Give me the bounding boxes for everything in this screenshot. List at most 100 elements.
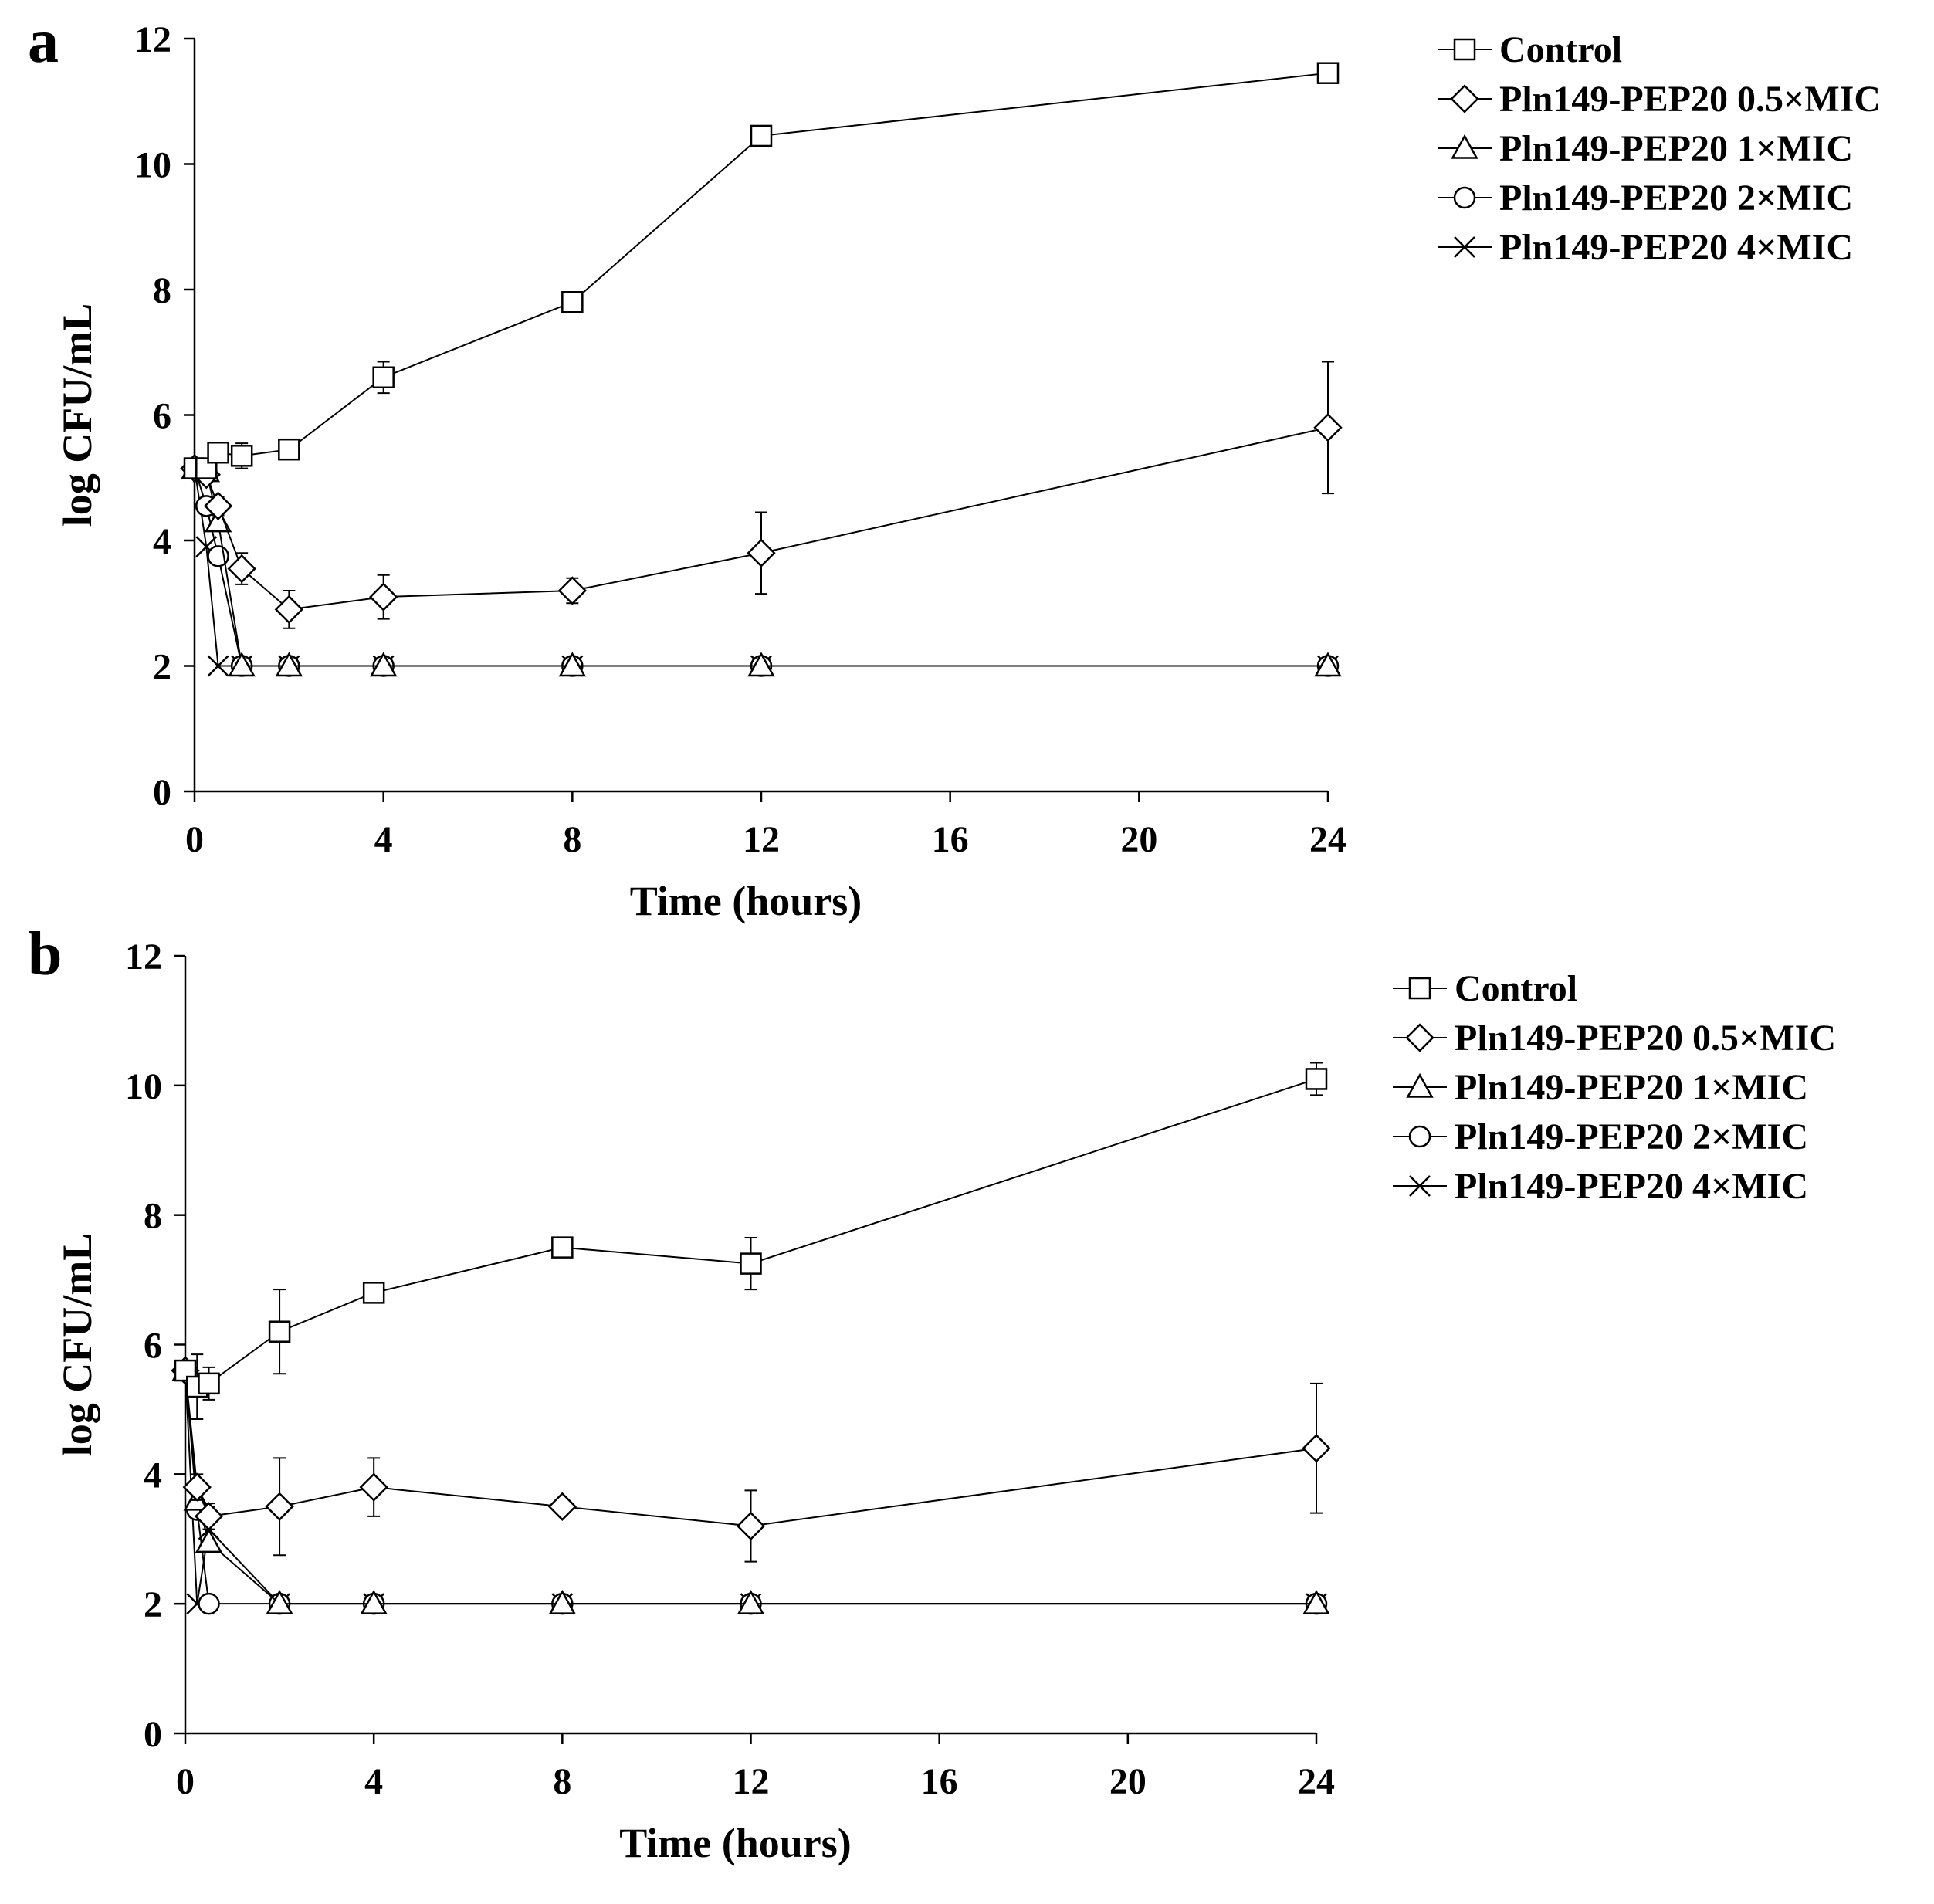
legend-item: Pln149-PEP20 2×MIC bbox=[1438, 178, 1853, 219]
x-tick-label: 12 bbox=[733, 1761, 770, 1802]
x-tick-label: 4 bbox=[364, 1761, 383, 1802]
data-point bbox=[1316, 62, 1340, 84]
x-tick-label: 20 bbox=[1109, 1761, 1147, 1802]
legend-item: Pln149-PEP20 4×MIC bbox=[1393, 1166, 1808, 1207]
y-tick-label: 6 bbox=[153, 396, 171, 437]
x-tick-label: 4 bbox=[374, 819, 393, 860]
x-tick-label: 0 bbox=[185, 819, 204, 860]
y-tick-label: 0 bbox=[153, 772, 171, 813]
data-point bbox=[362, 1282, 385, 1304]
data-point bbox=[1302, 1589, 1330, 1614]
y-tick-label: 12 bbox=[134, 19, 171, 60]
legend-marker bbox=[1453, 38, 1476, 61]
data-point bbox=[195, 457, 218, 479]
panel-label: b bbox=[28, 920, 63, 988]
legend-label: Pln149-PEP20 0.5×MIC bbox=[1499, 79, 1881, 120]
series-diamond bbox=[180, 361, 1343, 629]
data-point bbox=[275, 652, 303, 677]
panel-label: a bbox=[28, 8, 59, 76]
series-line bbox=[185, 1370, 1316, 1605]
data-point bbox=[747, 538, 776, 567]
y-axis-title: log CFU/mL bbox=[54, 303, 100, 527]
data-point bbox=[736, 1511, 766, 1541]
series-square bbox=[174, 1062, 1328, 1420]
data-point bbox=[266, 1589, 293, 1614]
x-tick-label: 0 bbox=[176, 1761, 195, 1802]
data-point bbox=[268, 1320, 291, 1343]
y-tick-label: 4 bbox=[153, 521, 171, 562]
data-point bbox=[747, 652, 775, 677]
data-point bbox=[368, 582, 398, 612]
data-point bbox=[182, 1472, 212, 1502]
y-axis-title: log CFU/mL bbox=[54, 1233, 100, 1457]
legend-marker bbox=[1454, 236, 1475, 258]
data-point bbox=[737, 1589, 765, 1614]
legend-item: Pln149-PEP20 0.5×MIC bbox=[1438, 79, 1881, 120]
legend-item: Pln149-PEP20 2×MIC bbox=[1393, 1116, 1808, 1157]
legend: Control Pln149-PEP20 0.5×MIC Pln149-PEP20 … bbox=[1438, 29, 1881, 268]
data-point bbox=[360, 1589, 388, 1614]
y-tick-label: 10 bbox=[125, 1066, 162, 1107]
data-point bbox=[750, 124, 773, 147]
data-point bbox=[207, 655, 229, 677]
data-point bbox=[548, 1589, 577, 1614]
data-point bbox=[1314, 652, 1342, 677]
data-point bbox=[1313, 413, 1343, 442]
legend-marker bbox=[1450, 84, 1479, 113]
data-point bbox=[372, 366, 395, 388]
x-tick-label: 12 bbox=[743, 819, 780, 860]
series-line bbox=[185, 1078, 1317, 1388]
x-tick-label: 16 bbox=[921, 1761, 958, 1802]
legend-marker bbox=[1408, 1125, 1431, 1148]
y-tick-label: 8 bbox=[153, 270, 171, 311]
data-point bbox=[547, 1492, 577, 1521]
x-axis-title: Time (hours) bbox=[630, 878, 862, 924]
y-tick-label: 6 bbox=[144, 1326, 162, 1367]
data-point bbox=[278, 438, 300, 461]
data-point bbox=[195, 1528, 223, 1553]
data-point bbox=[558, 652, 587, 677]
data-point bbox=[274, 595, 304, 625]
legend-marker bbox=[1406, 1072, 1434, 1098]
data-point bbox=[551, 1236, 574, 1259]
legend-item: Pln149-PEP20 0.5×MIC bbox=[1393, 1018, 1836, 1059]
x-axis-title: Time (hours) bbox=[619, 1820, 852, 1866]
series-line bbox=[185, 1370, 1316, 1605]
legend-label: Pln149-PEP20 0.5×MIC bbox=[1455, 1018, 1836, 1059]
y-tick-label: 0 bbox=[144, 1714, 162, 1755]
x-tick-label: 20 bbox=[1120, 819, 1157, 860]
data-point bbox=[227, 554, 256, 584]
x-tick-label: 24 bbox=[1298, 1761, 1335, 1802]
legend-item: Pln149-PEP20 1×MIC bbox=[1438, 128, 1853, 169]
data-point bbox=[1305, 1068, 1328, 1090]
x-tick-label: 24 bbox=[1309, 819, 1346, 860]
data-point bbox=[265, 1492, 294, 1521]
legend-label: Pln149-PEP20 4×MIC bbox=[1499, 227, 1853, 268]
data-point bbox=[561, 291, 584, 313]
data-point bbox=[230, 445, 253, 467]
data-point bbox=[203, 491, 233, 520]
series-x bbox=[174, 1360, 1327, 1615]
legend-label: Pln149-PEP20 2×MIC bbox=[1455, 1116, 1808, 1157]
x-tick-label: 8 bbox=[553, 1761, 571, 1802]
legend-marker bbox=[1453, 186, 1476, 209]
data-point bbox=[369, 652, 398, 677]
legend-label: Pln149-PEP20 1×MIC bbox=[1455, 1067, 1808, 1108]
y-tick-label: 4 bbox=[144, 1455, 162, 1496]
legend-item: Control bbox=[1393, 968, 1577, 1009]
legend-marker bbox=[1451, 134, 1478, 159]
series-diamond bbox=[171, 1356, 1331, 1563]
legend-item: Pln149-PEP20 4×MIC bbox=[1438, 227, 1853, 268]
data-point bbox=[198, 1372, 220, 1395]
legend-label: Control bbox=[1499, 29, 1622, 70]
data-point bbox=[228, 652, 256, 677]
legend-marker bbox=[1408, 977, 1431, 1000]
data-point bbox=[1302, 1434, 1331, 1463]
x-tick-label: 8 bbox=[563, 819, 581, 860]
data-point bbox=[194, 1502, 224, 1531]
legend-marker bbox=[1409, 1175, 1431, 1197]
series-line bbox=[185, 1370, 1316, 1605]
